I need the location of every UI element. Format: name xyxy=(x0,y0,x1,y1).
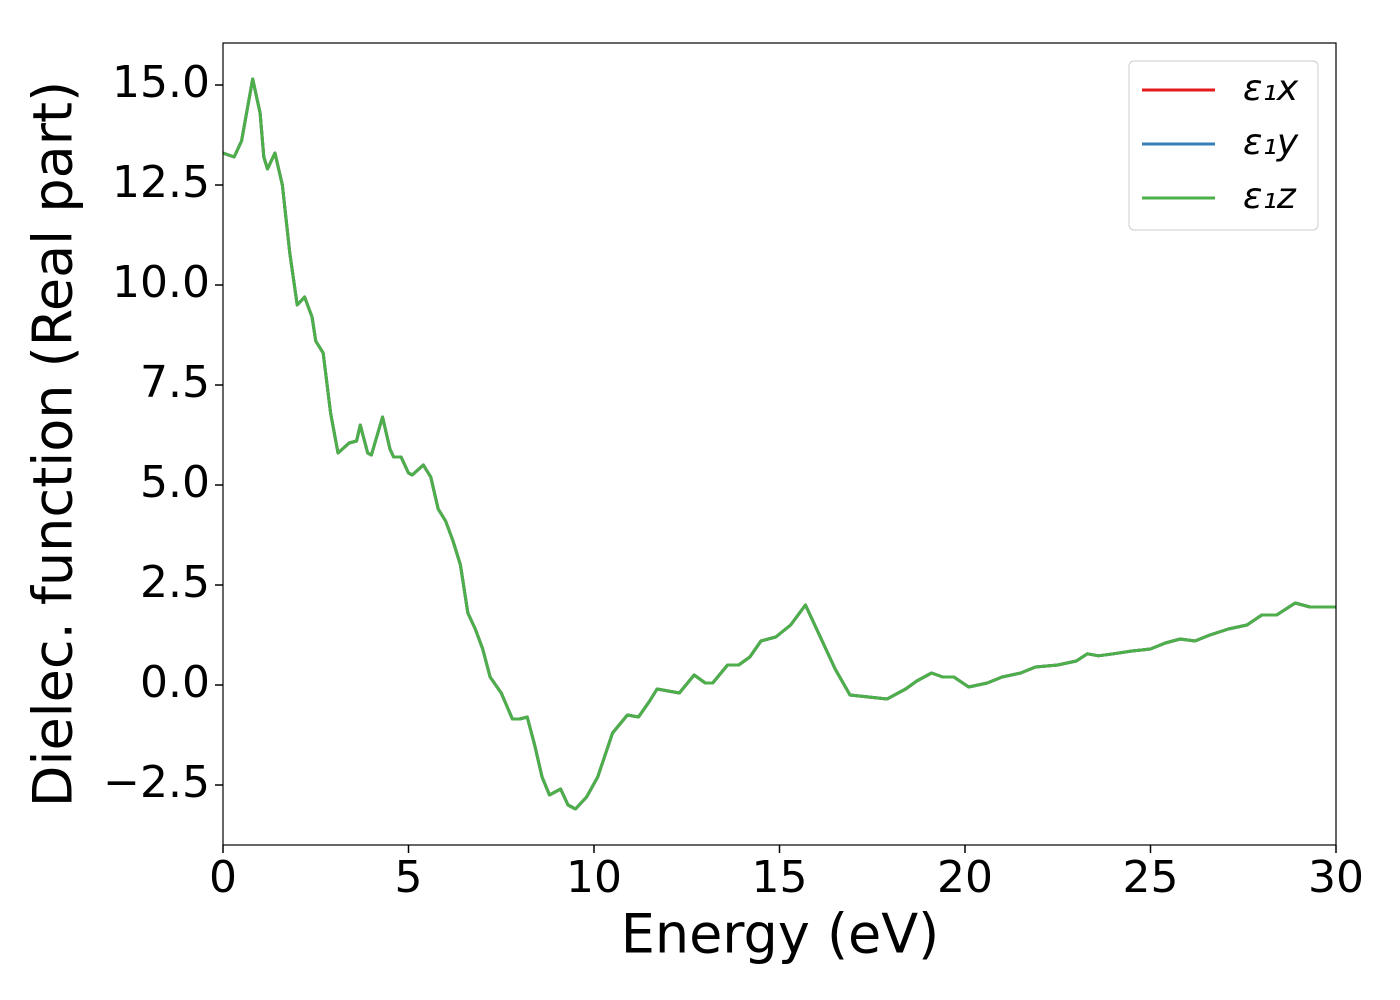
plot-frame xyxy=(222,42,1337,846)
x-tick-label: 0 xyxy=(209,852,237,903)
x-tick-label: 20 xyxy=(937,852,993,903)
y-tick-label: 5.0 xyxy=(140,457,210,508)
x-axis-label: Energy (eV) xyxy=(621,903,940,966)
x-tick-label: 15 xyxy=(752,852,808,903)
legend-box xyxy=(1128,60,1319,231)
x-tick-label: 30 xyxy=(1308,852,1364,903)
x-tick-label: 5 xyxy=(395,852,423,903)
y-tick-label: −2.5 xyxy=(103,757,210,808)
y-tick-label: 7.5 xyxy=(140,357,210,408)
legend-label: ε₁z xyxy=(1243,176,1297,217)
legend-label: ε₁y xyxy=(1243,122,1299,163)
y-tick-label: 12.5 xyxy=(112,157,210,208)
y-tick-label: 15.0 xyxy=(112,57,210,108)
legend-label: ε₁x xyxy=(1243,68,1299,109)
data-line xyxy=(223,77,1336,811)
y-tick-label: 2.5 xyxy=(140,557,210,608)
y-tick-label: 0.0 xyxy=(140,657,210,708)
y-axis-label: Dielec. function (Real part) xyxy=(22,81,85,807)
y-tick-label: 10.0 xyxy=(112,257,210,308)
x-tick-label: 25 xyxy=(1123,852,1179,903)
x-tick-label: 10 xyxy=(566,852,622,903)
